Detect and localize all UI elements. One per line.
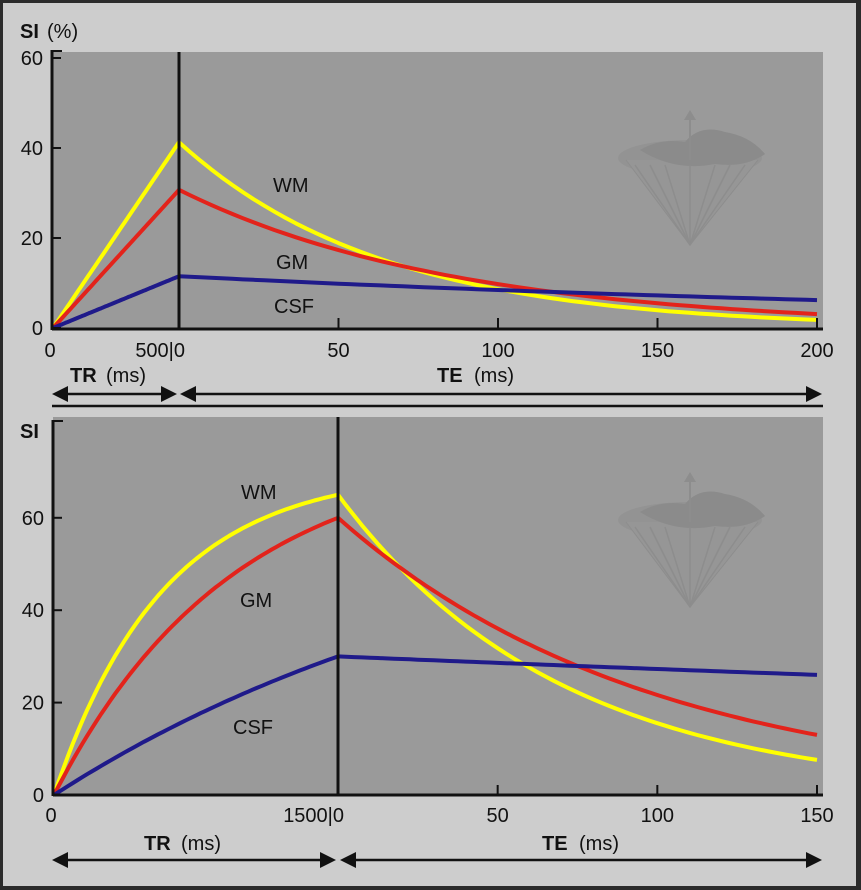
te-tick-label: 50 — [327, 340, 349, 362]
te-tick-label: 100 — [641, 805, 674, 827]
earth-cone-logo-icon — [618, 110, 765, 246]
y-tick-label: 60 — [22, 508, 44, 530]
tr-tick-label: 0 — [45, 805, 56, 827]
tr-axis-title: TR — [144, 833, 171, 855]
y-tick-label: 20 — [21, 228, 43, 250]
y-tick-label: 0 — [32, 318, 43, 340]
y-tick-label: 40 — [21, 138, 43, 160]
te-axis-unit: (ms) — [579, 833, 619, 855]
y-tick-label: 40 — [22, 600, 44, 622]
series-label-wm: WM — [241, 482, 277, 504]
te-axis-title: TE — [542, 833, 568, 855]
series-label-csf: CSF — [274, 296, 314, 318]
panel-top-tr500: WM GM CSF 0 20 40 60 0 500|0 50 100 150 200 SI (%)… — [20, 21, 834, 408]
te-range-arrow — [340, 852, 822, 868]
y-axis-unit: (%) — [47, 21, 78, 43]
te-tick-label: 50 — [487, 805, 509, 827]
te-tick-label: 100 — [481, 340, 514, 362]
y-axis-title: SI — [20, 421, 39, 443]
series-label-gm: GM — [276, 252, 308, 274]
te-tick-label: 150 — [800, 805, 833, 827]
y-tick-label: 20 — [22, 693, 44, 715]
y-tick-label: 60 — [21, 48, 43, 70]
tr-range-arrow — [52, 386, 177, 402]
series-label-csf: CSF — [233, 717, 273, 739]
series-label-wm: WM — [273, 175, 309, 197]
te-tick-label: 200 — [800, 340, 833, 362]
te-range-arrow — [180, 386, 822, 402]
tr-tick-label: 0 — [44, 340, 55, 362]
te-axis-unit: (ms) — [474, 365, 514, 387]
panel-bottom-tr1500: WM GM CSF 0 20 40 60 0 1500|0 50 100 150 SI TR (m… — [20, 417, 834, 868]
y-axis-title: SI — [20, 21, 39, 43]
y-tick-label: 0 — [33, 785, 44, 807]
tr-te-tick-label: 1500|0 — [283, 805, 344, 827]
tr-te-tick-label: 500|0 — [135, 340, 185, 362]
tr-axis-title: TR — [70, 365, 97, 387]
te-tick-label: 150 — [641, 340, 674, 362]
tr-axis-unit: (ms) — [181, 833, 221, 855]
series-label-gm: GM — [240, 590, 272, 612]
earth-cone-logo-icon — [618, 472, 765, 608]
tr-axis-unit: (ms) — [106, 365, 146, 387]
tr-range-arrow — [52, 852, 336, 868]
te-axis-title: TE — [437, 365, 463, 387]
